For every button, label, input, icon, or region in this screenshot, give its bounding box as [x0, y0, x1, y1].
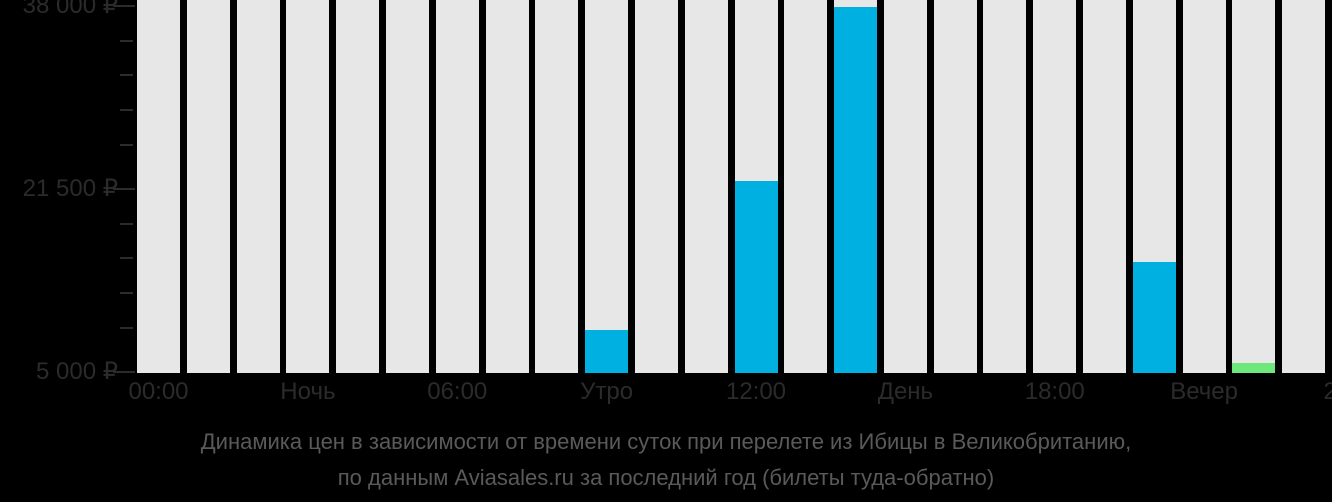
bar-fill [734, 181, 778, 373]
y-axis-tick-minor [120, 143, 133, 146]
bar-track [585, 0, 629, 373]
y-axis-tick-minor [120, 108, 133, 111]
bar-track [435, 0, 479, 373]
y-axis-tick-minor [120, 222, 133, 225]
bar-column[interactable] [585, 0, 629, 373]
bar-column[interactable] [286, 0, 330, 373]
bar-column[interactable] [1182, 0, 1226, 373]
bar-fill [834, 7, 878, 373]
bar-column[interactable] [933, 0, 977, 373]
bar-series [137, 0, 1332, 373]
bar-column[interactable] [1083, 0, 1127, 373]
bar-fill [1132, 262, 1176, 373]
bar-column[interactable] [1033, 0, 1077, 373]
bar-column[interactable] [336, 0, 380, 373]
bar-track [1282, 0, 1326, 373]
bar-column[interactable] [535, 0, 579, 373]
bar-track [186, 0, 230, 373]
x-axis-label: 18:00 [1024, 378, 1085, 405]
bar-track [1033, 0, 1077, 373]
x-axis-label: 12:00 [725, 378, 787, 405]
bar-track [286, 0, 330, 373]
bar-column[interactable] [1282, 0, 1326, 373]
caption-line-2: по данным Aviasales.ru за последний год … [337, 465, 995, 490]
caption-line-1: Динамика цен в зависимости от времени су… [200, 429, 1132, 454]
bar-track [784, 0, 828, 373]
y-axis-tick-major [113, 5, 135, 7]
bar-track [1083, 0, 1127, 373]
x-axis-label: 00:00 [128, 378, 189, 405]
bar-column[interactable] [236, 0, 280, 373]
y-axis-tick-minor [120, 74, 133, 77]
y-axis-tick-major [113, 188, 135, 190]
y-axis-label: 5 000 ₽ [36, 358, 118, 385]
x-axis: 00:00 Ночь 06:00 Утро 12:00 День 18:00 Вечер 24:… [0, 377, 1332, 417]
bar-column[interactable] [983, 0, 1027, 373]
x-axis-label: 24:00 [1323, 378, 1332, 405]
bar-column[interactable] [684, 0, 728, 373]
bar-column[interactable] [834, 0, 878, 373]
bar-track [336, 0, 380, 373]
bar-track [385, 0, 429, 373]
bar-track [1182, 0, 1226, 373]
bar-column[interactable] [186, 0, 230, 373]
bar-track [933, 0, 977, 373]
x-axis-label: Утро [580, 378, 634, 405]
bar-fill [585, 329, 629, 373]
chart-caption: Динамика цен в зависимости от времени су… [0, 424, 1332, 496]
bar-column[interactable] [485, 0, 529, 373]
y-axis-label: 21 500 ₽ [22, 175, 118, 202]
y-axis-tick-minor [120, 39, 133, 42]
y-axis-tick-minor [120, 326, 133, 329]
bar-track [684, 0, 728, 373]
y-axis-tick-minor [120, 257, 133, 260]
bar-column[interactable] [734, 0, 778, 373]
x-axis-label: День [877, 378, 934, 405]
bar-track [535, 0, 579, 373]
bar-column[interactable] [784, 0, 828, 373]
y-axis-tick-major [113, 371, 135, 373]
y-axis-tick-minor [120, 291, 133, 294]
bar-track [236, 0, 280, 373]
bar-column[interactable] [137, 0, 180, 373]
x-axis-label: Ночь [280, 378, 336, 405]
bar-track [983, 0, 1027, 373]
x-axis-label: 06:00 [427, 378, 488, 405]
bar-track [634, 0, 678, 373]
bar-column[interactable] [883, 0, 927, 373]
plot-area: 38 000 ₽ 21 500 ₽ 5 000 ₽ [22, 0, 1332, 384]
bar-track [883, 0, 927, 373]
bar-column[interactable] [634, 0, 678, 373]
bar-column[interactable] [1132, 0, 1176, 373]
bar-track [485, 0, 529, 373]
bar-track [137, 0, 180, 373]
bar-track [1232, 0, 1276, 373]
bar-fill [1232, 363, 1276, 373]
y-axis-label: 38 000 ₽ [22, 0, 118, 19]
bar-column[interactable] [435, 0, 479, 373]
bar-column[interactable] [1232, 0, 1276, 373]
x-axis-label: Вечер [1170, 378, 1239, 405]
bar-column[interactable] [385, 0, 429, 373]
